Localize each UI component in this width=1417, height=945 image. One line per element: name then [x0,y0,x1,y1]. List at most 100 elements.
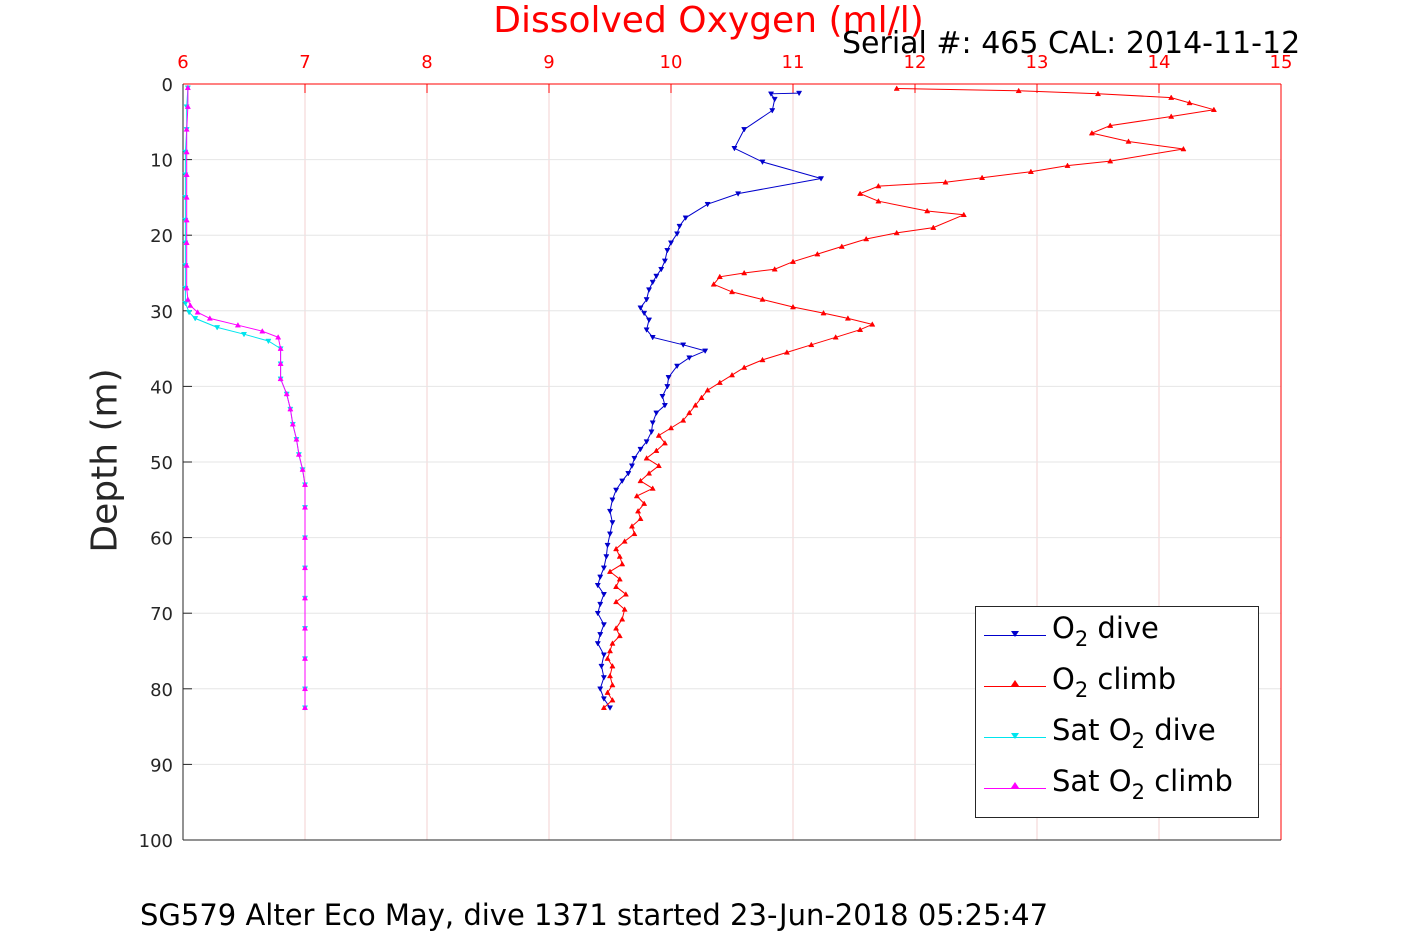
data-point [641,310,648,317]
data-point [301,625,309,631]
y-axis-label: Depth (m) [84,368,126,553]
data-point [275,334,282,340]
data-point [594,641,601,647]
data-point [1168,113,1175,119]
data-point [686,355,693,361]
data-point [183,216,190,223]
data-point [619,616,626,622]
data-point [609,640,616,646]
data-point [183,171,190,177]
data-point [301,594,309,601]
data-point [277,345,284,351]
series-line [184,87,306,708]
data-point [301,504,309,510]
data-point [186,310,193,316]
serial-calibration-text: Serial #: 465 CAL: 2014-11-12 [842,26,1301,61]
series-sat-o2-dive [182,85,309,711]
data-point [692,402,699,408]
legend-label-o2-climb: O2 climb [1052,662,1177,702]
data-point [702,348,709,354]
data-point [1180,145,1187,152]
data-point [653,410,660,416]
data-point [789,258,797,264]
data-point [616,632,623,639]
data-point [606,647,614,654]
data-point [838,243,845,249]
data-point [299,466,306,472]
x-tick-label: 15 [1270,52,1293,73]
legend: O2 dive O2 climb Sat O2 dive Sat O2 clim… [975,606,1259,818]
data-point [604,689,611,695]
data-point [1064,162,1071,168]
data-point [1168,94,1175,100]
data-point [686,409,693,416]
data-point [659,393,666,400]
data-point [609,697,616,703]
data-point [716,273,723,280]
data-point [621,606,628,612]
data-point [646,287,653,293]
data-point [680,417,687,423]
data-point [633,492,640,499]
data-point [1210,106,1217,112]
y-tick-label: 60 [150,529,173,550]
triangle-down-icon [1011,733,1019,739]
data-point [600,592,607,598]
data-point [183,262,190,268]
data-point [875,198,882,204]
x-tick-label: 8 [421,52,432,73]
data-point [674,363,681,370]
data-point [676,223,683,230]
data-point [704,201,711,208]
data-point [628,523,635,529]
y-tick-label: 90 [150,755,173,776]
data-point [924,207,931,214]
series-sat-o2-climb [183,84,309,710]
data-point [600,696,607,702]
data-point [183,126,190,132]
data-point [710,281,717,287]
data-point [604,542,611,549]
data-point [649,420,656,426]
data-point [594,610,601,617]
y-tick-label: 100 [139,831,173,852]
data-point [741,127,748,133]
legend-label-sat-o2-dive: Sat O2 dive [1052,713,1216,753]
data-series [182,84,1217,711]
data-point [613,487,620,494]
data-point [1027,168,1034,174]
data-point [295,451,302,457]
data-point [667,424,675,431]
data-point [613,583,620,589]
data-point [1088,130,1095,136]
data-point [619,478,626,485]
x-tick-label: 11 [782,52,805,73]
data-point [184,103,191,109]
data-point [283,390,290,397]
data-point [682,215,689,221]
data-point [183,194,190,200]
data-point [728,288,736,295]
data-point [771,266,778,272]
data-point [289,421,296,427]
data-point [600,652,607,658]
triangle-up-icon [1011,782,1019,788]
data-point [857,326,864,332]
data-point [960,211,967,218]
data-point [619,560,626,567]
data-point [594,582,601,589]
data-point [192,316,199,322]
data-point [277,360,284,366]
data-point [597,686,604,692]
data-point [893,229,900,236]
data-point [979,174,986,180]
data-point [1094,90,1102,97]
legend-line-o2-climb [984,686,1046,687]
data-point [631,530,638,537]
x-tick-label: 10 [660,52,683,73]
x-tick-label: 9 [543,52,554,73]
legend-label-sat-o2-climb: Sat O2 climb [1052,764,1233,804]
data-point [609,663,616,669]
legend-item-sat-o2-climb: Sat O2 climb [982,760,1252,810]
data-point [643,439,650,445]
